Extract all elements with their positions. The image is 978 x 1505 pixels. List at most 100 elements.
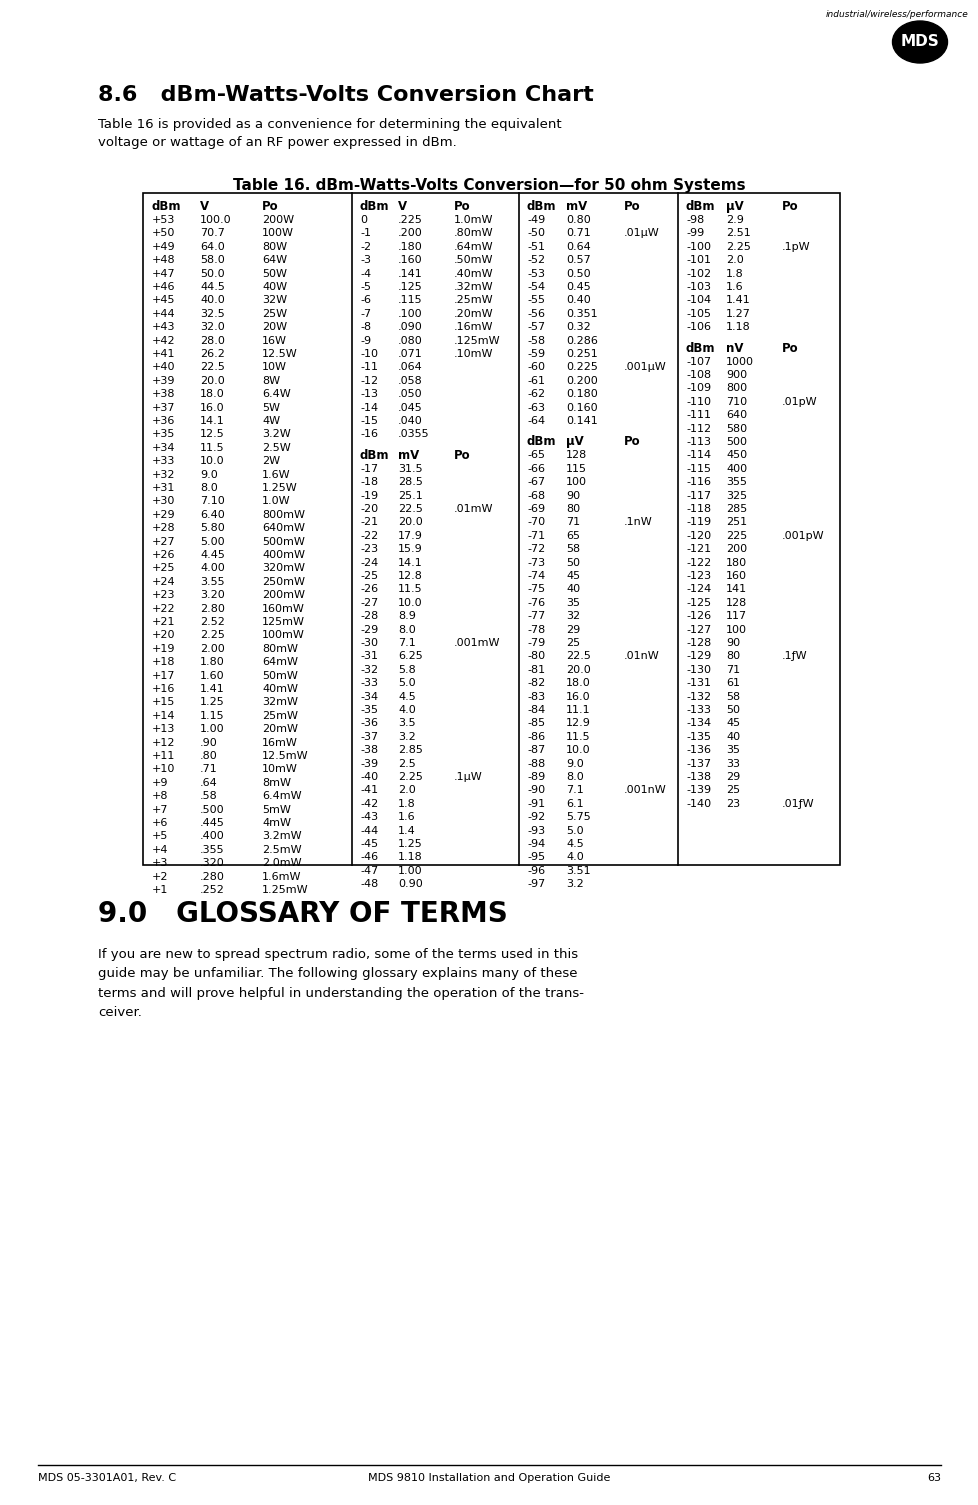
- Text: -138: -138: [686, 772, 710, 783]
- Text: -28: -28: [360, 611, 378, 622]
- Text: 115: 115: [565, 464, 587, 474]
- Text: -45: -45: [360, 838, 378, 849]
- Text: 3.51: 3.51: [565, 865, 590, 876]
- Text: 1.27: 1.27: [726, 309, 750, 319]
- Text: .160: .160: [398, 256, 422, 265]
- Text: 29: 29: [565, 625, 580, 635]
- Text: 1.60: 1.60: [200, 671, 224, 680]
- Text: 2.9: 2.9: [726, 215, 743, 226]
- Text: µV: µV: [726, 200, 743, 214]
- Text: -91: -91: [526, 799, 545, 808]
- Text: -107: -107: [686, 357, 710, 367]
- Text: +11: +11: [152, 751, 175, 762]
- Text: 0.286: 0.286: [565, 336, 598, 346]
- Text: -47: -47: [360, 865, 378, 876]
- Text: 500mW: 500mW: [262, 537, 304, 546]
- Text: Po: Po: [454, 200, 470, 214]
- Text: -63: -63: [526, 403, 545, 412]
- Text: 325: 325: [726, 491, 746, 501]
- Text: 0.225: 0.225: [565, 363, 598, 372]
- Text: 2.25: 2.25: [398, 772, 422, 783]
- Text: dBm: dBm: [152, 200, 181, 214]
- Text: 9.0: 9.0: [565, 759, 583, 769]
- Text: .050: .050: [398, 390, 422, 399]
- Text: 4W: 4W: [262, 415, 280, 426]
- Text: +16: +16: [152, 683, 175, 694]
- Text: 14.1: 14.1: [200, 415, 225, 426]
- Text: .1µW: .1µW: [454, 772, 482, 783]
- Text: .058: .058: [398, 376, 422, 385]
- Text: -69: -69: [526, 504, 545, 515]
- Text: +39: +39: [152, 376, 175, 385]
- Text: 23: 23: [726, 799, 739, 808]
- Text: 4.0: 4.0: [565, 852, 583, 862]
- Text: 25: 25: [726, 786, 739, 796]
- Text: 1.00: 1.00: [200, 724, 224, 734]
- Text: 0.141: 0.141: [565, 415, 598, 426]
- Text: 90: 90: [726, 638, 739, 649]
- Text: 125mW: 125mW: [262, 617, 305, 628]
- Text: 5.0: 5.0: [398, 679, 416, 688]
- Text: 64W: 64W: [262, 256, 287, 265]
- Text: 1.8: 1.8: [726, 268, 743, 278]
- Text: 35: 35: [726, 745, 739, 756]
- Text: 160: 160: [726, 570, 746, 581]
- Text: 5mW: 5mW: [262, 805, 290, 814]
- Text: +53: +53: [152, 215, 175, 226]
- Text: 2W: 2W: [262, 456, 280, 467]
- Text: .045: .045: [398, 403, 422, 412]
- Text: -130: -130: [686, 665, 710, 674]
- Text: 8.6   dBm-Watts-Volts Conversion Chart: 8.6 dBm-Watts-Volts Conversion Chart: [98, 84, 593, 105]
- Text: -36: -36: [360, 718, 378, 728]
- Text: Po: Po: [262, 200, 279, 214]
- Text: 1.25: 1.25: [200, 697, 225, 707]
- Text: -38: -38: [360, 745, 378, 756]
- Text: -79: -79: [526, 638, 545, 649]
- Text: -44: -44: [360, 826, 378, 835]
- Text: -102: -102: [686, 268, 710, 278]
- Text: 32W: 32W: [262, 295, 287, 306]
- Text: MDS 05-3301A01, Rev. C: MDS 05-3301A01, Rev. C: [38, 1473, 176, 1482]
- Text: 5.8: 5.8: [398, 665, 416, 674]
- Text: 3.2mW: 3.2mW: [262, 831, 301, 841]
- Text: MDS: MDS: [900, 35, 939, 50]
- Text: 100: 100: [726, 625, 746, 635]
- Text: -52: -52: [526, 256, 545, 265]
- Text: 100: 100: [565, 477, 587, 488]
- Text: +4: +4: [152, 844, 168, 855]
- Text: -89: -89: [526, 772, 545, 783]
- Text: -94: -94: [526, 838, 545, 849]
- Text: .500: .500: [200, 805, 224, 814]
- Text: 6.1: 6.1: [565, 799, 583, 808]
- Text: 117: 117: [726, 611, 746, 622]
- Text: 0: 0: [360, 215, 367, 226]
- Text: 5W: 5W: [262, 403, 280, 412]
- Text: 100mW: 100mW: [262, 631, 304, 641]
- Text: -90: -90: [526, 786, 545, 796]
- Text: .001mW: .001mW: [454, 638, 500, 649]
- Text: 40: 40: [565, 584, 580, 594]
- Text: 160mW: 160mW: [262, 604, 304, 614]
- Text: 225: 225: [726, 531, 746, 540]
- Text: -104: -104: [686, 295, 710, 306]
- Text: +1: +1: [152, 885, 168, 895]
- Text: nV: nV: [726, 342, 742, 355]
- Text: -81: -81: [526, 665, 545, 674]
- Text: +13: +13: [152, 724, 175, 734]
- Text: .64mW: .64mW: [454, 242, 493, 251]
- Text: -77: -77: [526, 611, 545, 622]
- Text: .1ƒW: .1ƒW: [781, 652, 807, 661]
- Text: 25W: 25W: [262, 309, 287, 319]
- Text: 2.25: 2.25: [726, 242, 750, 251]
- Text: -127: -127: [686, 625, 711, 635]
- Text: 32: 32: [565, 611, 580, 622]
- Text: -54: -54: [526, 281, 545, 292]
- Text: 10.0: 10.0: [398, 597, 422, 608]
- Text: 1.41: 1.41: [200, 683, 225, 694]
- Text: 1.0mW: 1.0mW: [454, 215, 493, 226]
- Text: mV: mV: [398, 448, 419, 462]
- Text: -126: -126: [686, 611, 710, 622]
- Text: 1.6W: 1.6W: [262, 470, 290, 480]
- Text: 0.251: 0.251: [565, 349, 598, 360]
- Text: -7: -7: [360, 309, 371, 319]
